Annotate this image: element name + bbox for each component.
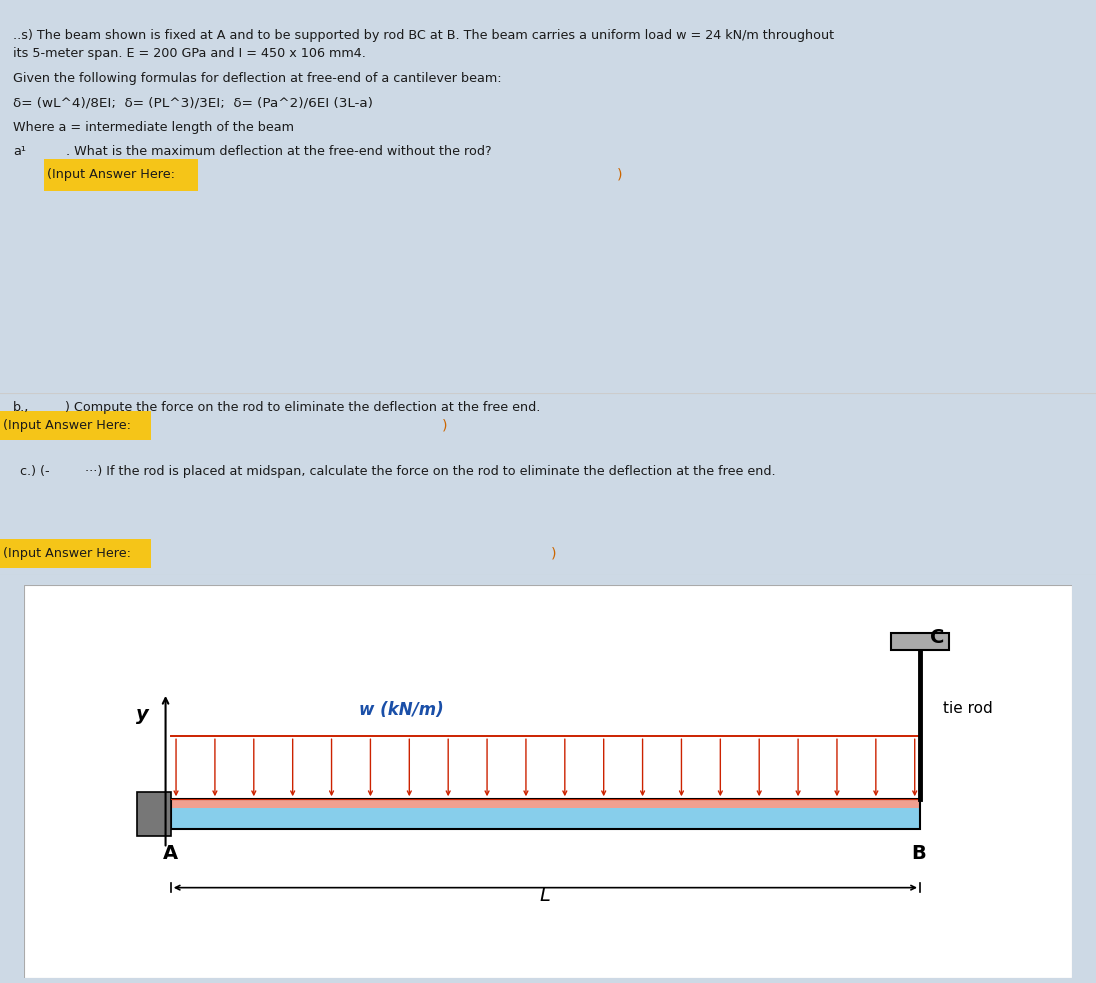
- Text: ) Compute the force on the rod to eliminate the deflection at the free end.: ) Compute the force on the rod to elimin…: [57, 401, 540, 414]
- Text: w (kN/m): w (kN/m): [359, 701, 444, 719]
- Bar: [137, 792, 171, 836]
- Text: a¹: a¹: [13, 145, 26, 158]
- Text: tie rod: tie rod: [943, 701, 993, 717]
- Text: ..s) The beam shown is fixed at A and to be supported by rod BC at B. The beam c: ..s) The beam shown is fixed at A and to…: [13, 29, 834, 42]
- Bar: [891, 633, 949, 650]
- Text: (Input Answer Here:: (Input Answer Here:: [3, 547, 132, 560]
- Text: ): ): [551, 547, 557, 560]
- Bar: [171, 799, 920, 829]
- Bar: [171, 799, 920, 829]
- Text: Given the following formulas for deflection at free-end of a cantilever beam:: Given the following formulas for deflect…: [13, 72, 502, 85]
- Text: b.,: b.,: [13, 401, 30, 414]
- Text: ···) If the rod is placed at midspan, calculate the force on the rod to eliminat: ···) If the rod is placed at midspan, ca…: [77, 465, 775, 478]
- Bar: [0, 411, 151, 440]
- Text: Where a = intermediate length of the beam: Where a = intermediate length of the bea…: [13, 121, 294, 134]
- Text: A: A: [162, 844, 178, 863]
- Text: its 5-meter span. E = 200 GPa and I = 450 x 106 mm4.: its 5-meter span. E = 200 GPa and I = 45…: [13, 47, 366, 60]
- Text: c.) (-: c.) (-: [20, 465, 49, 478]
- Text: ): ): [617, 168, 623, 182]
- Text: (Input Answer Here:: (Input Answer Here:: [47, 168, 174, 182]
- Bar: [44, 159, 197, 191]
- Text: (Input Answer Here:: (Input Answer Here:: [2, 419, 130, 433]
- Text: L: L: [540, 887, 551, 905]
- Text: ): ): [442, 419, 447, 433]
- Text: B: B: [912, 844, 926, 863]
- Bar: [171, 799, 920, 808]
- Text: y: y: [136, 705, 149, 723]
- Bar: [0, 539, 151, 568]
- Text: . What is the maximum deflection at the free-end without the rod?: . What is the maximum deflection at the …: [66, 145, 491, 158]
- Text: C: C: [931, 627, 945, 647]
- Text: δ= (wL^4)/8EI;  δ= (PL^3)/3EI;  δ= (Pa^2)/6EI (3L-a): δ= (wL^4)/8EI; δ= (PL^3)/3EI; δ= (Pa^2)/…: [13, 96, 373, 109]
